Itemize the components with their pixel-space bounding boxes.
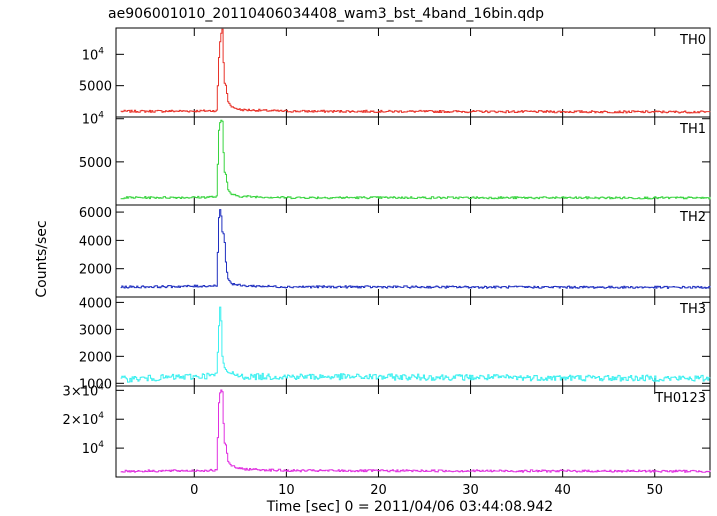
x-tick-label: 30 [462, 483, 479, 498]
panel-label: TH0123 [654, 391, 706, 406]
series-line-th2 [120, 209, 711, 289]
panel-frame [115, 385, 711, 478]
x-tick-label: 40 [554, 483, 571, 498]
panel-label: TH0 [679, 33, 706, 48]
panels-group: 5000 104 TH0 5000 104 TH1 2000 4000 6000 TH2 1000 2… [63, 27, 711, 498]
y-tick-label: 1000 [79, 377, 112, 392]
y-tick-label: 3×104 [63, 382, 105, 399]
panel-frame [115, 116, 711, 206]
panel-label: TH3 [679, 302, 706, 317]
panel-th0: 5000 104 TH0 [79, 27, 711, 118]
panel-label: TH2 [679, 210, 706, 225]
panel-th2: 2000 4000 6000 TH2 [79, 204, 711, 298]
x-axis-label: Time [sec] 0 = 2011/04/06 03:44:08.942 [266, 499, 553, 515]
panel-frame [115, 296, 711, 387]
y-tick-label: 2×104 [63, 411, 105, 428]
series-line-th1 [120, 119, 711, 200]
panel-th1: 5000 104 TH1 [79, 111, 711, 206]
chart-title: ae906001010_20110406034408_wam3_bst_4ban… [108, 6, 544, 22]
y-tick-label: 5000 [79, 156, 112, 171]
x-tick-label: 10 [278, 483, 295, 498]
y-tick-label: 2000 [79, 350, 112, 365]
y-axis-label: Counts/sec [34, 220, 50, 297]
y-tick-label: 4000 [79, 296, 112, 311]
panel-label: TH1 [679, 122, 706, 137]
series-line-th3 [120, 306, 711, 383]
y-tick-label: 104 [82, 46, 105, 63]
panel-frame [115, 27, 711, 118]
x-tick-label: 20 [370, 483, 387, 498]
panel-frame [115, 204, 711, 298]
x-tick-label: 0 [190, 483, 198, 498]
x-tick-label: 50 [646, 483, 663, 498]
y-tick-label: 104 [82, 440, 105, 457]
y-tick-label: 6000 [79, 206, 112, 221]
y-tick-label: 104 [82, 111, 105, 128]
y-tick-label: 5000 [79, 80, 112, 95]
series-line-th0 [120, 28, 711, 114]
panel-th3: 1000 2000 3000 4000 TH3 [79, 296, 711, 392]
panel-th0123: 104 2×104 3×104 TH0123 [63, 382, 711, 478]
y-tick-label: 3000 [79, 323, 112, 338]
series-line-th0123 [120, 389, 711, 473]
y-tick-label: 2000 [79, 263, 112, 278]
y-tick-label: 4000 [79, 234, 112, 249]
